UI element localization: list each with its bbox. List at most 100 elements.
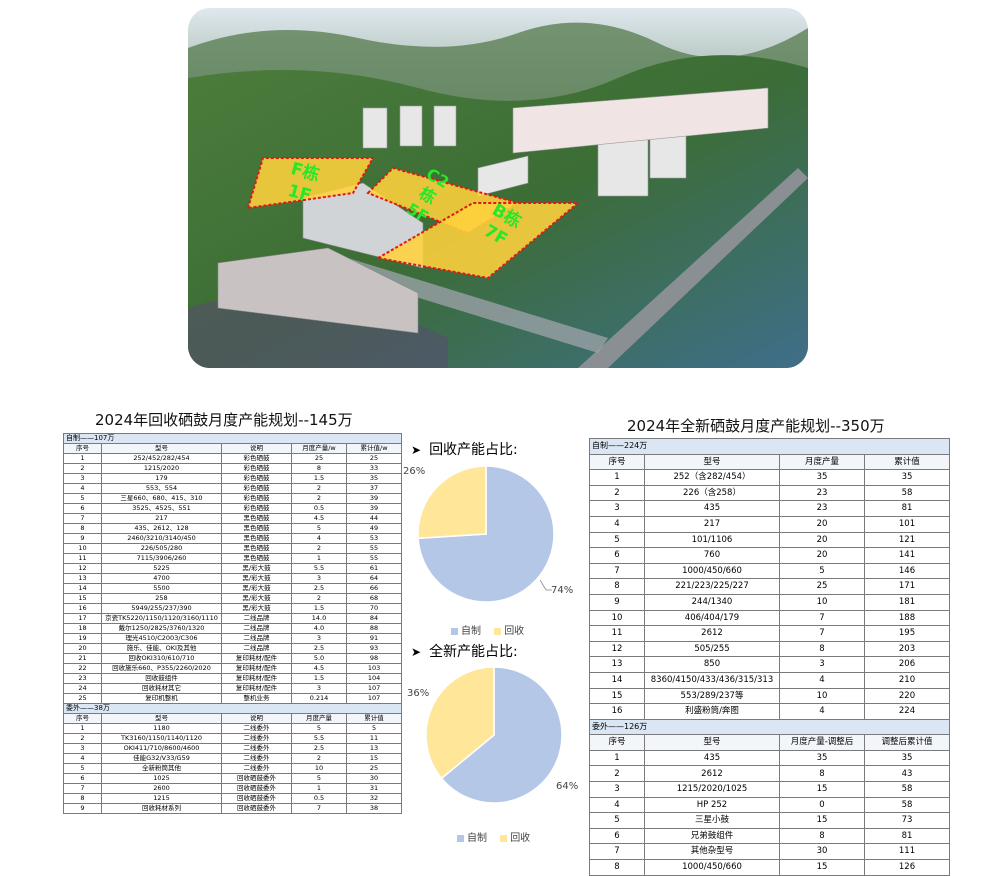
recycled-table-row: 19 理光4510/C2003/C306 二线品牌 3 91 (63, 633, 403, 644)
new-table-row: 16 利盛粉筒/奔图 4 224 (589, 703, 951, 720)
recycled-table-cell: 23 (63, 673, 102, 684)
new-table-cell: 210 (863, 671, 951, 689)
recycled-pie-label-recycled: 26% (403, 466, 426, 477)
recycled-table-cell: 3 (291, 633, 347, 644)
recycled-table-cell: 64 (345, 573, 403, 584)
recycled-table-cell: 10 (291, 763, 347, 774)
recycled-pie-heading: ➤ 回收产能占比: (411, 439, 518, 459)
recycled-table-cell: 3525、4525、551 (101, 503, 222, 514)
new-table-cell: 5 (589, 812, 645, 829)
recycled-table-cell: OKI411/710/8600/4600 (101, 743, 222, 754)
recycled-table-cell: 10 (63, 543, 102, 554)
recycled-table-row: 7 2600 回收硒鼓委外 1 31 (63, 783, 403, 794)
new-table-cell: 221/223/225/227 (644, 578, 780, 595)
recycled-table-cell: 8 (291, 463, 347, 474)
recycled-table-row: 6 1025 回收硒鼓委外 5 30 (63, 773, 403, 784)
recycled-table-cell: 1 (63, 453, 102, 464)
recycled-section-label: 自制——107万 (62, 433, 403, 444)
recycled-table-cell: 复印耗材/配件 (221, 663, 292, 674)
legend-recycled: 回收 (494, 626, 524, 637)
recycled-table-cell: 理光4510/C2003/C306 (101, 633, 222, 644)
recycled-table-cell: 1215/2020 (101, 463, 222, 474)
recycled-table-cell: 0.5 (291, 503, 347, 514)
recycled-table-cell: 217 (101, 513, 222, 524)
recycled-table-cell: 20 (63, 643, 102, 654)
right-panel-title: 2024年全新硒鼓月度产能规划--350万 (627, 417, 885, 435)
recycled-table-cell: 二线委外 (221, 743, 292, 754)
recycled-table-cell: 三星660、680、415、310 (101, 493, 222, 504)
new-table-cell: 4 (589, 796, 645, 814)
new-table-cell: 81 (863, 500, 951, 517)
recycled-table-row: 5 全新粉筒其他 二线委外 10 25 (63, 763, 403, 774)
new-table-cell: 81 (863, 827, 951, 845)
recycled-table-cell: 22 (63, 663, 102, 674)
new-table-cell: 20 (779, 515, 865, 533)
recycled-table-cell: 9 (63, 803, 102, 814)
recycled-table-cell: 12 (63, 563, 102, 574)
recycled-table-cell: 21 (63, 653, 102, 664)
new-table-cell: 850 (644, 656, 780, 673)
new-pie-title: 全新产能占比: (429, 644, 518, 660)
new-table-cell: 2 (589, 765, 645, 783)
new-table-cell: 4 (589, 515, 645, 533)
recycled-table-cell: 103 (345, 663, 403, 674)
recycled-table-cell: 5 (63, 763, 102, 774)
new-table-cell: 10 (779, 593, 865, 611)
new-table-cell: 3 (589, 781, 645, 798)
new-table-row: 2 2612 8 43 (589, 765, 951, 783)
recycled-table-row: 6 3525、4525、551 彩色硒鼓 0.5 39 (63, 503, 403, 514)
recycled-table-row: 4 佳能G32/V33/G59 二线委外 2 15 (63, 753, 403, 764)
new-pie-chart (425, 666, 563, 804)
recycled-table-cell: 31 (345, 783, 403, 794)
new-table-cell: 3 (589, 500, 645, 517)
new-table-cell: 203 (863, 640, 951, 658)
recycled-table-cell: 1.5 (291, 473, 347, 484)
new-table-cell: 435 (644, 500, 780, 517)
new-table-cell: 10 (589, 609, 645, 627)
recycled-table-cell: 彩色硒鼓 (221, 473, 292, 484)
new-pie-heading: ➤ 全新产能占比: (411, 641, 518, 661)
recycled-table-cell: 66 (345, 583, 403, 594)
recycled-table-cell: 61 (345, 563, 403, 574)
recycled-table-cell: 98 (345, 653, 403, 664)
new-table-cell: 58 (863, 781, 951, 798)
recycled-table-cell: 55 (345, 543, 403, 554)
new-table-cell: 3 (779, 656, 865, 673)
new-table-row: 6 兄弟鼓组件 8 81 (589, 827, 951, 845)
recycled-table-cell: 回收硒鼓委外 (221, 773, 292, 784)
new-table-cell: 兄弟鼓组件 (644, 827, 780, 845)
new-table-row: 8 221/223/225/227 25 171 (589, 578, 951, 595)
new-table-row: 9 244/1340 10 181 (589, 593, 951, 611)
recycled-table-cell: TK3160/1150/1140/1120 (101, 733, 222, 744)
recycled-table-cell: 553、554 (101, 483, 222, 494)
new-section-row: 委外——126万 (588, 718, 951, 736)
recycled-table-cell: 黑/彩大鼓 (221, 593, 292, 604)
new-table-cell: 8 (779, 765, 865, 783)
new-table-cell: 171 (863, 578, 951, 595)
new-table-cell: 1 (589, 469, 645, 486)
new-table-cell: 252（含282/454） (644, 469, 780, 486)
new-pie-label-recycled: 36% (407, 688, 430, 699)
recycled-table-row: 3 OKI411/710/8600/4600 二线委外 2.5 13 (63, 743, 403, 754)
recycled-table-cell: 5 (63, 493, 102, 504)
recycled-table-cell: 8 (63, 793, 102, 804)
new-table-cell: 1 (589, 749, 645, 767)
recycled-table-cell: 3 (291, 573, 347, 584)
recycled-table-cell: 104 (345, 673, 403, 684)
recycled-table-cell: 2600 (101, 783, 222, 794)
recycled-table-cell: 黑/彩大鼓 (221, 583, 292, 594)
new-table-row: 13 850 3 206 (589, 656, 951, 673)
recycled-pie-chart (417, 465, 555, 603)
recycled-table-row: 25 复印机整机 整机业务 0.214 107 (63, 693, 403, 704)
recycled-table-cell: 2 (291, 483, 347, 494)
recycled-table-cell: 68 (345, 593, 403, 604)
recycled-table-cell: 2 (63, 463, 102, 474)
recycled-table-cell: 1025 (101, 773, 222, 784)
new-table-cell: 435 (644, 749, 780, 767)
new-table-cell: 2612 (644, 765, 780, 783)
recycled-column-header: 累计值/w (345, 443, 403, 454)
new-table-cell: 181 (863, 593, 951, 611)
new-table-row: 7 其他杂型号 30 111 (589, 843, 951, 861)
recycled-pie-title: 回收产能占比: (429, 442, 518, 458)
recycled-table-cell: 258 (101, 593, 222, 604)
